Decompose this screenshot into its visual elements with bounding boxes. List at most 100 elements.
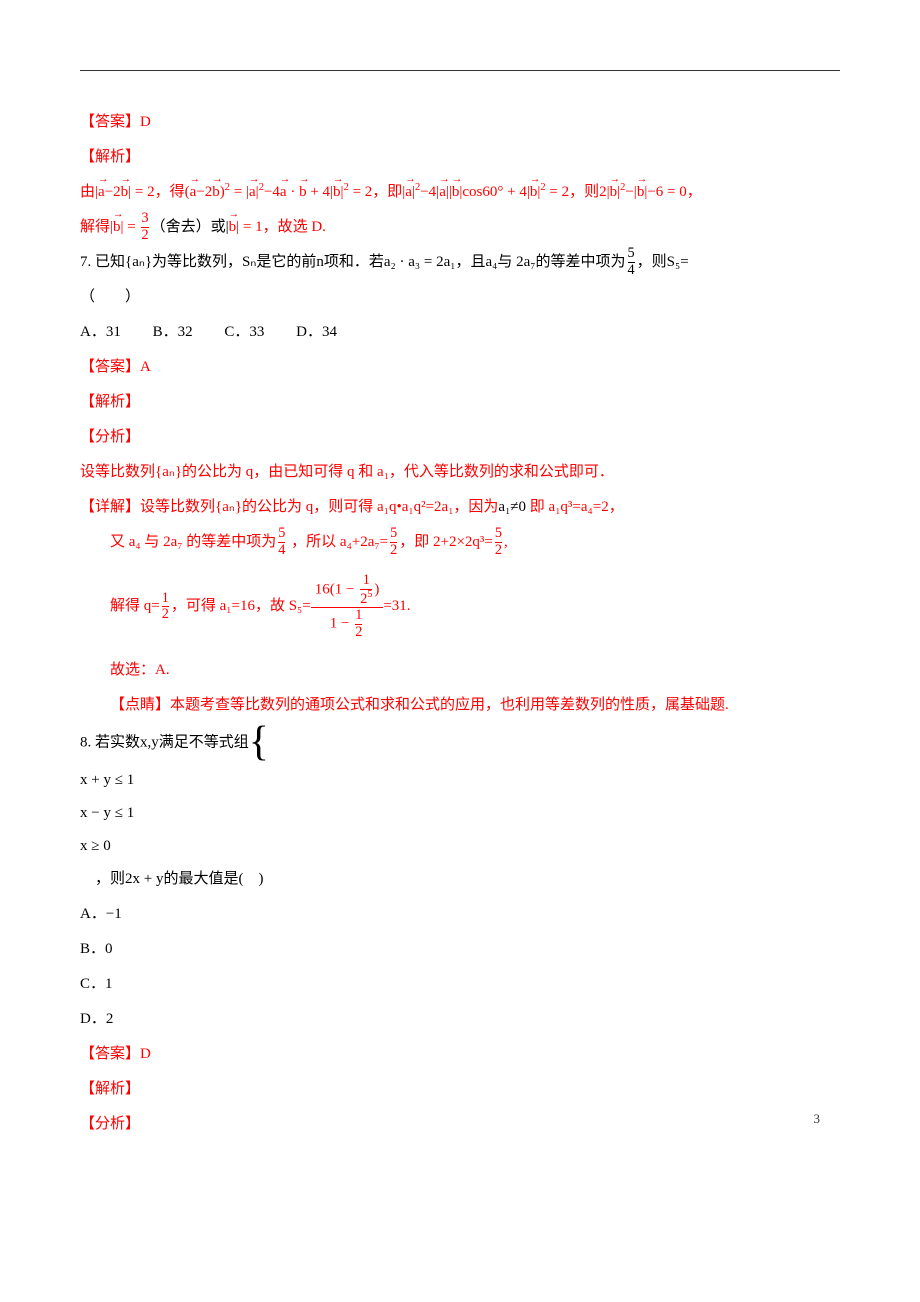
q8-opt-c: C．1 — [80, 968, 840, 1001]
vec-b: b — [530, 176, 538, 209]
t: ，即 2+2×2q³= — [399, 534, 493, 550]
den: 4 — [278, 542, 285, 559]
sys3: x ≥ 0 — [80, 830, 840, 863]
num: 5 — [628, 246, 635, 262]
q6-line1: 由|a−2b| = 2，得(a−2b)2 = |a|2−4a · b + 4|b… — [80, 176, 840, 209]
vec-b: b — [113, 211, 121, 244]
point-label: 【点睛】 — [110, 697, 170, 713]
top-rule — [80, 70, 840, 71]
q8-opt-b: B．0 — [80, 933, 840, 966]
num: 1 — [360, 573, 372, 589]
q7-options: A．31 B．32 C．33 D．34 — [80, 316, 840, 349]
t: 即 a₁q³=a₄=2， — [526, 499, 624, 515]
t: −2 — [105, 184, 121, 200]
t: ) — [374, 581, 379, 597]
opt-b: B．32 — [153, 316, 193, 349]
vec-b: b — [637, 176, 645, 209]
q8-stem: 8. 若实数x,y满足不等式组{ — [80, 724, 840, 762]
q7-choose: 故选：A. — [80, 654, 840, 687]
num: 1 — [355, 608, 362, 624]
q7-paren: （ ） — [80, 281, 840, 314]
num: 5 — [390, 526, 397, 542]
frac-3-2: 32 — [141, 211, 148, 243]
frac-1-2: 12 — [355, 608, 362, 640]
den: 2 — [141, 227, 148, 244]
q7-detail-2: 又 a₄ 与 2a₇ 的等差中项为54 ，所以 a₄+2a₇=52，即 2+2×… — [80, 526, 840, 559]
num: 5 — [278, 526, 285, 542]
t: ，可得 a₁=16，故 S₅= — [171, 598, 311, 614]
left-brace: { — [249, 724, 269, 762]
t: ，则2x + y的最大值是( ) — [80, 871, 263, 887]
q7-detail-1: 【详解】设等比数列{aₙ}的公比为 q，则可得 a₁q•a₁q²=2a₁，因为a… — [80, 491, 840, 524]
num: 5 — [495, 526, 502, 542]
q7-stem: 7. 已知{aₙ}为等比数列，Sₙ是它的前n项和．若a₂ · a₃ = 2a₁，… — [80, 246, 840, 279]
vec-b: b — [229, 211, 237, 244]
q6-answer: 【答案】D — [80, 106, 840, 139]
q7-point: 【点睛】本题考查等比数列的通项公式和求和公式的应用，也利用等差数列的性质，属基础… — [80, 689, 840, 722]
den: 2 — [495, 542, 502, 559]
t: + 4| — [307, 184, 333, 200]
den: 25 — [360, 589, 372, 607]
t: −4 — [264, 184, 280, 200]
t: ，所以 a₄+2a₇= — [287, 534, 388, 550]
page-number: 3 — [814, 1105, 821, 1134]
den: 2 — [162, 606, 169, 623]
t: 解得 q= — [110, 598, 160, 614]
opt-a: A．31 — [80, 316, 121, 349]
vec-b: b — [452, 176, 460, 209]
vec-b: b — [299, 176, 307, 209]
t: ，则S₅= — [637, 254, 689, 270]
t: · — [287, 184, 300, 200]
den: 2 — [390, 542, 397, 559]
t: −4| — [420, 184, 439, 200]
frac-5-4: 54 — [278, 526, 285, 558]
t: =31. — [383, 598, 410, 614]
vec-a: a — [249, 176, 256, 209]
den: 2 — [355, 624, 362, 641]
t: |−6 = 0， — [644, 184, 701, 200]
q6-line2: 解得|b| = 32（舍去）或|b| = 1，故选 D. — [80, 211, 840, 244]
point-text: 本题考查等比数列的通项公式和求和公式的应用，也利用等差数列的性质，属基础题. — [170, 697, 729, 713]
q8-analysis-label: 【分析】 — [80, 1108, 840, 1141]
frac-1-2: 12 — [162, 591, 169, 623]
t: −2 — [196, 184, 212, 200]
vec-a: a — [405, 176, 412, 209]
t: 16(1 − — [315, 581, 358, 597]
t: | = 1，故选 D. — [236, 219, 326, 235]
frac-1-2p5: 125 — [360, 573, 372, 607]
t: 由 — [80, 184, 95, 200]
t: 7. 已知{aₙ}为等比数列，Sₙ是它的前n项和．若a₂ · a₃ = 2a₁，… — [80, 254, 626, 270]
q7-answer: 【答案】A — [80, 351, 840, 384]
num: 3 — [141, 211, 148, 227]
vec-b: b — [333, 176, 341, 209]
q7-detail-3: 解得 q=12，可得 a₁=16，故 S₅=16(1 − 125)1 − 12=… — [80, 573, 840, 640]
vec-a: a — [190, 176, 197, 209]
t: = | — [230, 184, 249, 200]
vec-b: b — [212, 176, 220, 209]
t: 1 − — [330, 616, 353, 632]
q7-analysis-label: 【分析】 — [80, 421, 840, 454]
t: = 2，则2| — [546, 184, 610, 200]
big-den: 1 − 12 — [311, 607, 384, 640]
den: 4 — [628, 262, 635, 279]
t: −| — [625, 184, 636, 200]
t: |cos60° + 4| — [459, 184, 529, 200]
t: 解得| — [80, 219, 113, 235]
t: | = 2，得( — [128, 184, 189, 200]
num: 1 — [162, 591, 169, 607]
vec-a: a — [98, 176, 105, 209]
opt-d: D．34 — [296, 316, 337, 349]
t: 又 a₄ 与 2a₇ 的等差中项为 — [110, 534, 276, 550]
sys2: x − y ≤ 1 — [80, 797, 840, 830]
t: 8. 若实数x,y满足不等式组 — [80, 735, 249, 751]
vec-a: a — [439, 176, 446, 209]
discard: （舍去）或| — [151, 219, 229, 235]
t: a₁≠0 — [498, 499, 526, 515]
frac-5-2: 52 — [390, 526, 397, 558]
pow: 5 — [367, 589, 372, 600]
q8-opt-a: A．−1 — [80, 898, 840, 931]
frac-5-2: 52 — [495, 526, 502, 558]
vec-b: b — [121, 176, 129, 209]
vec-a: a — [280, 176, 287, 209]
opt-c: C．33 — [224, 316, 264, 349]
